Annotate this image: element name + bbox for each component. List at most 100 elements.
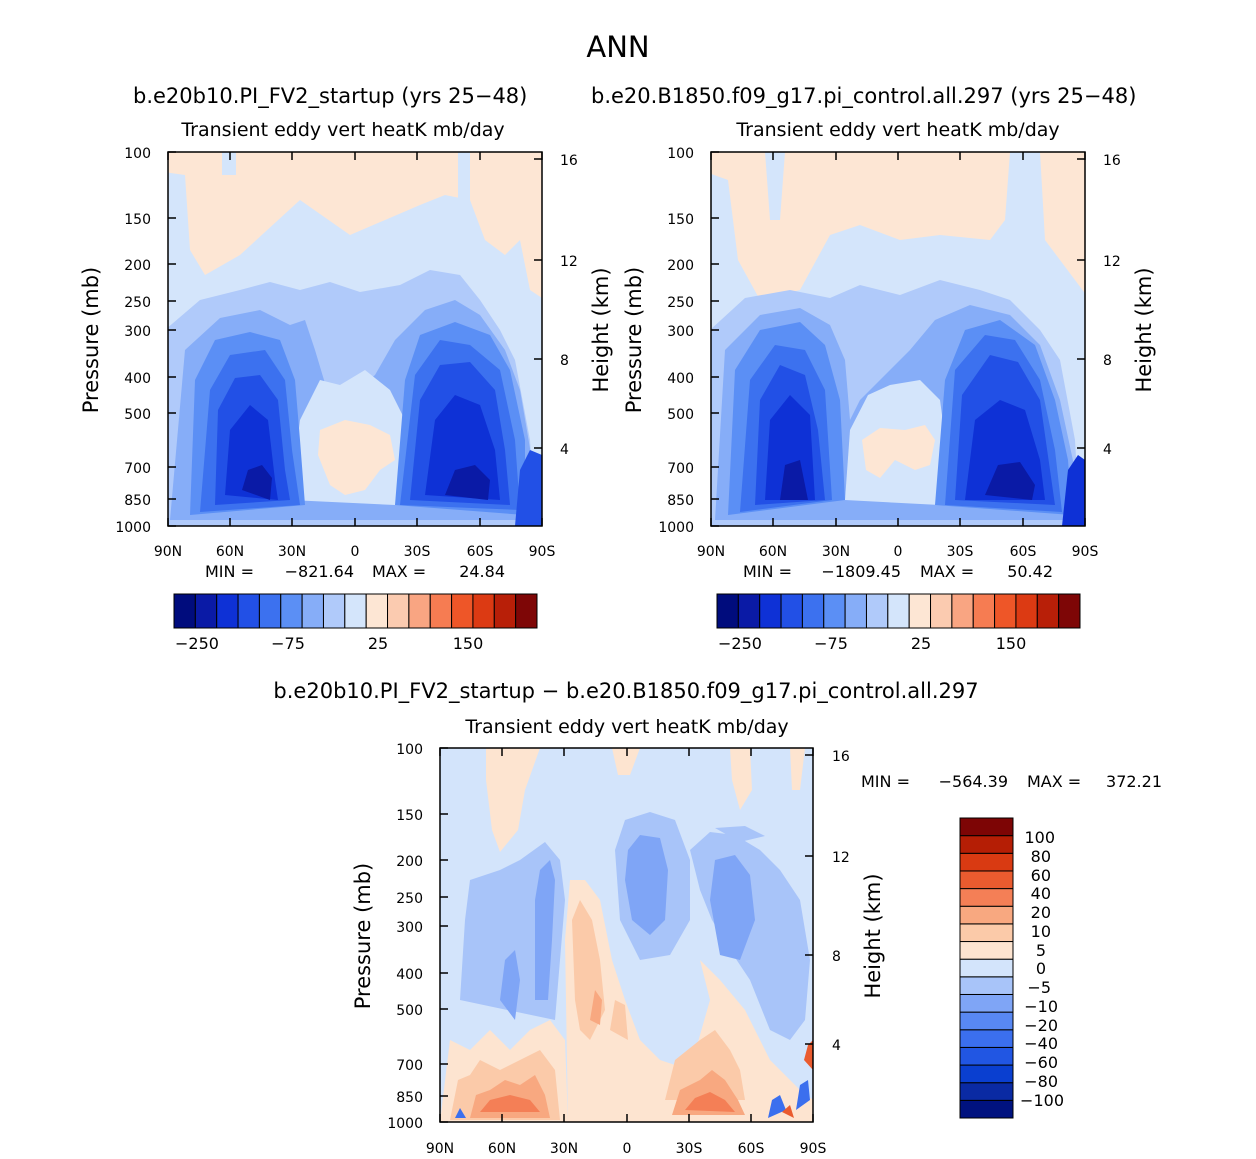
- colorbar-label: −250: [718, 634, 762, 653]
- colorbar-label: −40: [1024, 1034, 1058, 1053]
- colorbar-swatch: [844, 593, 867, 629]
- x-tick-label: 60N: [488, 1141, 516, 1157]
- x-tick-label: 0: [623, 1141, 632, 1157]
- colorbar-label: 150: [996, 634, 1027, 653]
- colorbar-swatch: [959, 1082, 1014, 1101]
- min-label: MIN =: [205, 562, 254, 581]
- y-right-tick-label: 8: [832, 949, 841, 965]
- y-tick-label: 500: [667, 407, 694, 423]
- x-tick-label: 60S: [467, 544, 494, 560]
- case-title-control: b.e20.B1850.f09_g17.pi_control.all.297 (…: [591, 84, 1136, 109]
- colorbar-swatch: [959, 870, 1014, 890]
- x-tick-labels: 90N 60N 30N 0 30S 60S 90S: [697, 544, 1099, 560]
- y-tick-label: 500: [124, 407, 151, 423]
- colorbar: [959, 817, 1014, 1119]
- contour-warm-strong: [470, 990, 745, 1118]
- x-tick-label: 60S: [738, 1141, 765, 1157]
- colorbar-swatch: [344, 593, 367, 629]
- colorbar: [716, 593, 1081, 629]
- contour-band-core: [780, 460, 1035, 500]
- colorbar-swatch: [237, 593, 260, 629]
- colorbar-label: −10: [1024, 997, 1058, 1016]
- panel-title: Transient eddy vert heatK mb/day: [735, 119, 1059, 141]
- y-right-tick-label: 12: [560, 254, 578, 270]
- y-right-tick-label: 8: [1103, 353, 1112, 369]
- colorbar-swatch: [322, 593, 346, 629]
- colorbar-swatch: [865, 593, 889, 629]
- x-tick-label: 0: [894, 544, 903, 560]
- y-tick-label: 300: [124, 324, 151, 340]
- x-tick-label: 90N: [426, 1141, 454, 1157]
- colorbar-swatch: [472, 593, 495, 629]
- colorbar-swatch: [716, 593, 739, 629]
- colorbar-label: −5: [1027, 978, 1051, 997]
- y-tick-label: 850: [667, 493, 694, 509]
- min-label: MIN =: [861, 772, 910, 791]
- colorbar-label: −20: [1024, 1016, 1058, 1035]
- colorbar-label: −80: [1024, 1072, 1058, 1091]
- y-right-tick-labels: 16 12 8 4: [1103, 153, 1121, 458]
- colorbar-swatch: [959, 958, 1014, 978]
- colorbar-label: 20: [1031, 903, 1051, 922]
- y-right-tick-label: 16: [560, 153, 578, 169]
- colorbar-label: −75: [814, 634, 848, 653]
- min-value: −821.64: [285, 562, 354, 581]
- y-tick-label: 700: [667, 461, 694, 477]
- x-tick-label: 30N: [278, 544, 306, 560]
- panel-test: Transient eddy vert heatK mb/day 90N 60: [79, 119, 613, 653]
- y-right-tick-label: 12: [1103, 254, 1121, 270]
- colorbar-swatch: [493, 593, 517, 629]
- colorbar-label: 10: [1031, 922, 1051, 941]
- y-tick-label: 100: [667, 146, 694, 162]
- min-value: −1809.45: [821, 562, 901, 581]
- colorbar-label: −100: [1020, 1091, 1064, 1110]
- colorbar-swatch: [959, 1046, 1014, 1066]
- min-label: MIN =: [743, 562, 792, 581]
- colorbar-swatch: [959, 1099, 1014, 1119]
- y-tick-label: 850: [124, 493, 151, 509]
- contour-warm-upper: [486, 748, 805, 852]
- y-tick-label: 150: [667, 212, 694, 228]
- x-tick-labels: 90N 60N 30N 0 30S 60S 90S: [426, 1141, 827, 1157]
- max-label: MAX =: [1027, 772, 1081, 791]
- colorbar-swatch: [959, 993, 1014, 1013]
- colorbar-swatch: [959, 817, 1014, 837]
- colorbar-swatch: [258, 593, 282, 629]
- axis-ticks: [439, 747, 814, 1123]
- contour-field: [168, 152, 542, 526]
- y-right-tick-label: 4: [1103, 442, 1112, 458]
- x-tick-labels: 90N 60N 30N 0 30S 60S 90S: [154, 544, 556, 560]
- colorbar-swatch: [994, 593, 1017, 629]
- x-tick-label: 0: [351, 544, 360, 560]
- contour-band-upper-light: [765, 152, 785, 220]
- y-tick-label: 250: [124, 295, 151, 311]
- difference-title: b.e20b10.PI_FV2_startup − b.e20.B1850.f0…: [273, 679, 978, 704]
- x-tick-label: 30S: [676, 1141, 703, 1157]
- y-axis-right-label: Height (km): [1132, 267, 1156, 392]
- colorbar-label: −75: [271, 634, 305, 653]
- colorbar-swatch: [959, 923, 1014, 943]
- y-right-tick-labels: 16 12 8 4: [832, 749, 850, 1054]
- y-right-tick-label: 4: [560, 442, 569, 458]
- max-label: MAX =: [920, 562, 974, 581]
- y-tick-label: 1000: [658, 520, 694, 536]
- y-tick-labels: 100 150 200 250 300 400 500 700 850 1000: [387, 742, 423, 1132]
- colorbar-label: 100: [1024, 828, 1055, 847]
- colorbar-labels: 100 80 60 40 20 10 5 0 −5 −10 −20 −40 −6…: [1020, 828, 1064, 1110]
- y-tick-labels: 100 150 200 250 300 400 500 700 850 1000: [115, 146, 151, 536]
- colorbar-label: 25: [911, 634, 931, 653]
- x-tick-label: 60S: [1010, 544, 1037, 560]
- colorbar-swatch: [194, 593, 218, 629]
- colorbar-label: −60: [1024, 1053, 1058, 1072]
- colorbar-swatch: [959, 905, 1014, 925]
- colorbar-swatch: [959, 1029, 1014, 1048]
- y-axis-label: Pressure (mb): [79, 267, 103, 414]
- colorbar: [173, 593, 538, 629]
- contour-warm-patch: [862, 425, 935, 478]
- y-tick-label: 400: [396, 967, 423, 983]
- y-tick-label: 200: [667, 258, 694, 274]
- x-tick-label: 30S: [404, 544, 431, 560]
- colorbar-swatch: [451, 593, 474, 629]
- colorbar-label: 150: [453, 634, 484, 653]
